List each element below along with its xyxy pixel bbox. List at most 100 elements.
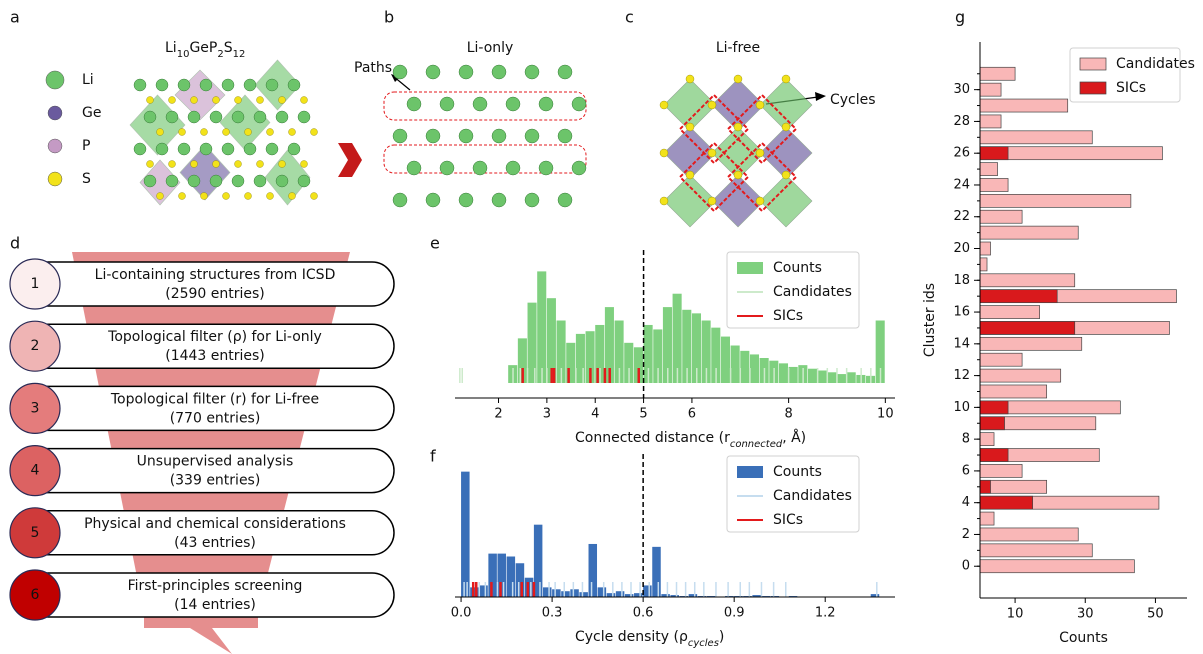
atom: [407, 97, 421, 111]
atom: [213, 97, 220, 104]
atom: [686, 123, 694, 131]
bar: [980, 464, 1022, 477]
histogram-bar: [643, 585, 652, 597]
step-count: (1443 entries): [165, 348, 265, 364]
axis-label-part: Connected distance (r: [575, 430, 730, 446]
atom: [201, 129, 208, 136]
atom: [157, 193, 164, 200]
atom: [210, 111, 222, 123]
histogram-bar: [721, 337, 730, 383]
atom: [708, 197, 716, 205]
legend-swatch: [1080, 82, 1106, 94]
atom: [393, 193, 407, 207]
atom: [572, 161, 586, 175]
atom: [147, 161, 154, 168]
step-text: Physical and chemical considerations: [84, 516, 346, 532]
legend-label: Candidates: [1116, 56, 1195, 72]
axis-label-part: connected: [730, 439, 783, 450]
atom: [232, 175, 244, 187]
bar: [980, 560, 1134, 573]
step-text: Unsupervised analysis: [137, 454, 294, 470]
subtitle: Li-only: [467, 40, 514, 56]
atom: [525, 129, 539, 143]
legend-atom: [48, 139, 62, 153]
bar: [980, 242, 991, 255]
atom: [279, 97, 286, 104]
atom: [506, 97, 520, 111]
atom: [235, 161, 242, 168]
atom: [266, 79, 278, 91]
legend-label: Candidates: [773, 284, 852, 300]
atom: [254, 111, 266, 123]
atom: [426, 193, 440, 207]
histogram-bar: [507, 557, 516, 598]
step-text: Topological filter (r) for Li-free: [110, 391, 319, 407]
legend-label: Ge: [82, 105, 101, 121]
atom: [686, 75, 694, 83]
atom: [558, 193, 572, 207]
atom: [223, 129, 230, 136]
panel-label: a: [10, 8, 20, 27]
bar: [980, 99, 1068, 112]
atom: [200, 143, 212, 155]
atom: [288, 79, 300, 91]
legend-label: Candidates: [773, 488, 852, 504]
step-number: 6: [31, 587, 40, 603]
histogram-bar: [818, 371, 827, 384]
x-tick-label: 0.9: [724, 606, 745, 621]
bar: [980, 83, 1001, 96]
x-tick-label: 10: [877, 407, 894, 422]
annotation: Cycles: [830, 92, 876, 108]
step-count: (43 entries): [174, 535, 256, 551]
histogram-bar: [827, 372, 836, 383]
atom: [473, 97, 487, 111]
panel-label: g: [955, 8, 965, 27]
x-tick-label: 6: [688, 407, 696, 422]
panel-label: b: [384, 8, 394, 27]
atom: [188, 175, 200, 187]
histogram-bar: [570, 589, 579, 597]
bar: [980, 321, 1075, 334]
atom: [267, 193, 274, 200]
arrow-head: [815, 92, 826, 101]
legend-swatch: [737, 466, 763, 478]
formula-part: 10: [177, 49, 190, 60]
atom: [459, 65, 473, 79]
atom: [492, 65, 506, 79]
axis-label-part: cycles: [688, 638, 719, 649]
legend-atom: [48, 106, 62, 120]
atom: [244, 143, 256, 155]
y-tick-label: 26: [953, 146, 970, 161]
legend-label: SICs: [1116, 80, 1146, 96]
atom: [459, 129, 473, 143]
atom: [257, 161, 264, 168]
atom: [756, 149, 764, 157]
bar: [980, 401, 1008, 414]
y-tick-label: 28: [953, 114, 970, 129]
atom: [144, 175, 156, 187]
axis-label-part: ): [719, 629, 724, 645]
legend-label: P: [82, 138, 90, 154]
atom: [223, 193, 230, 200]
histogram-bar: [461, 472, 470, 597]
atom: [157, 129, 164, 136]
atom: [134, 143, 146, 155]
legend-label: Li: [82, 72, 94, 88]
panel-label: c: [625, 8, 634, 27]
legend-label: Counts: [773, 464, 822, 480]
chevron: [338, 143, 362, 177]
bar: [980, 337, 1082, 350]
axis-label: Cluster ids: [922, 283, 938, 357]
axis-label: Cycle density (ρcycles): [575, 629, 724, 649]
atom: [572, 97, 586, 111]
atom: [244, 79, 256, 91]
atom: [440, 161, 454, 175]
atom: [254, 175, 266, 187]
histogram-bar: [537, 271, 546, 383]
atom: [147, 97, 154, 104]
step-number: 1: [31, 276, 40, 292]
histogram-bar: [652, 547, 661, 597]
atom: [440, 97, 454, 111]
bar: [980, 258, 987, 271]
atom: [782, 75, 790, 83]
